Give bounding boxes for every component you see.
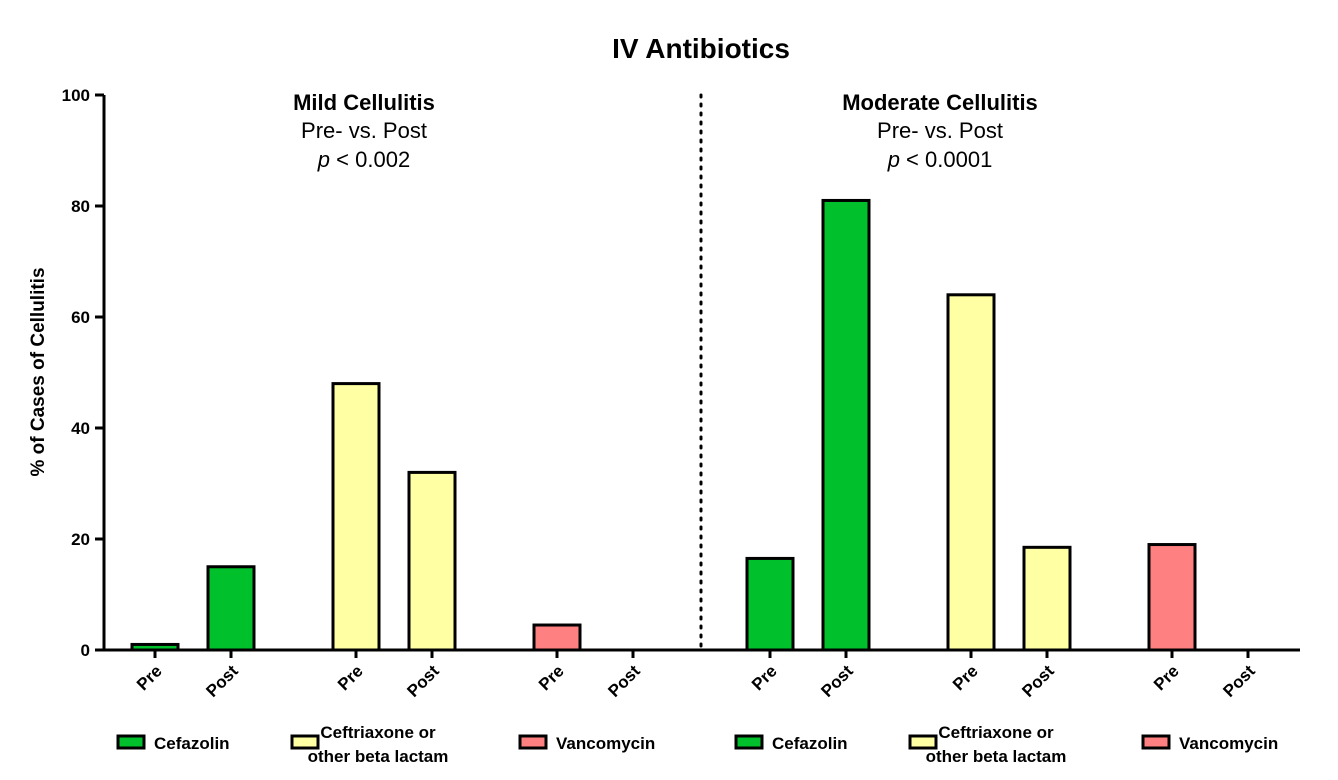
x-tick-label: Pre — [535, 661, 568, 694]
panel-subtitle: Pre- vs. Post — [877, 118, 1003, 143]
bar-ceftriaxone-pre — [946, 293, 996, 652]
chart-marks: 0 20 40 60 80 100 Mild Cellulitis Pre- vs. Post… — [62, 86, 1279, 766]
legend-label-cefazolin: Cefazolin — [772, 734, 848, 753]
x-tick-label: Post — [202, 661, 242, 701]
legend-swatch-vancomycin — [518, 734, 548, 750]
panel-subtitle: Pre- vs. Post — [301, 118, 427, 143]
x-tick-label: Pre — [748, 661, 781, 694]
y-tick-label: 40 — [71, 419, 90, 438]
legend-label-ceftriaxone-line2: other beta lactam — [308, 747, 449, 766]
bar-cefazolin-pre — [130, 642, 180, 652]
legend-swatch-ceftriaxone — [290, 734, 320, 750]
bar-ceftriaxone-post — [1022, 545, 1072, 652]
x-tick-label: Pre — [334, 661, 367, 694]
bar-ceftriaxone-pre — [331, 382, 381, 652]
panel-title: Mild Cellulitis — [293, 90, 435, 115]
panel-p-value: p < 0.0001 — [887, 147, 993, 172]
y-tick-label: 80 — [71, 197, 90, 216]
bar-vancomycin-pre — [1147, 543, 1197, 652]
x-tick-label: Post — [817, 661, 857, 701]
legend-label-cefazolin: Cefazolin — [154, 734, 230, 753]
legend-swatch-vancomycin — [1141, 734, 1171, 750]
legend-label-ceftriaxone-line2: other beta lactam — [926, 747, 1067, 766]
x-tick-label: Post — [403, 661, 443, 701]
legend-swatch-ceftriaxone — [908, 734, 938, 750]
bar-cefazolin-pre — [745, 556, 795, 652]
bar-cefazolin-post — [821, 198, 871, 652]
x-tick-label: Post — [1018, 661, 1058, 701]
x-tick-label: Post — [604, 661, 644, 701]
y-tick-label: 100 — [62, 86, 90, 105]
x-tick-label: Pre — [133, 661, 166, 694]
panel-p-value: p < 0.002 — [317, 147, 410, 172]
legend-swatch-cefazolin — [116, 734, 146, 750]
x-tick-label: Pre — [949, 661, 982, 694]
bar-ceftriaxone-post — [407, 470, 457, 652]
bar-vancomycin-pre — [532, 623, 582, 652]
bar-cefazolin-post — [206, 565, 256, 652]
y-tick-label: 20 — [71, 530, 90, 549]
y-tick-label: 60 — [71, 308, 90, 327]
x-tick-label: Pre — [1150, 661, 1183, 694]
legend-swatch-cefazolin — [734, 734, 764, 750]
chart-title: IV Antibiotics — [612, 33, 790, 64]
x-tick-label: Post — [1219, 661, 1259, 701]
panel-title: Moderate Cellulitis — [842, 90, 1038, 115]
legend-label-vancomycin: Vancomycin — [556, 734, 655, 753]
legend-label-ceftriaxone-line1: Ceftriaxone or — [938, 723, 1054, 742]
y-tick-label: 0 — [81, 641, 90, 660]
y-axis-label: % of Cases of Cellulitis — [28, 267, 49, 476]
legend-label-vancomycin: Vancomycin — [1179, 734, 1278, 753]
legend-label-ceftriaxone-line1: Ceftriaxone or — [320, 723, 436, 742]
